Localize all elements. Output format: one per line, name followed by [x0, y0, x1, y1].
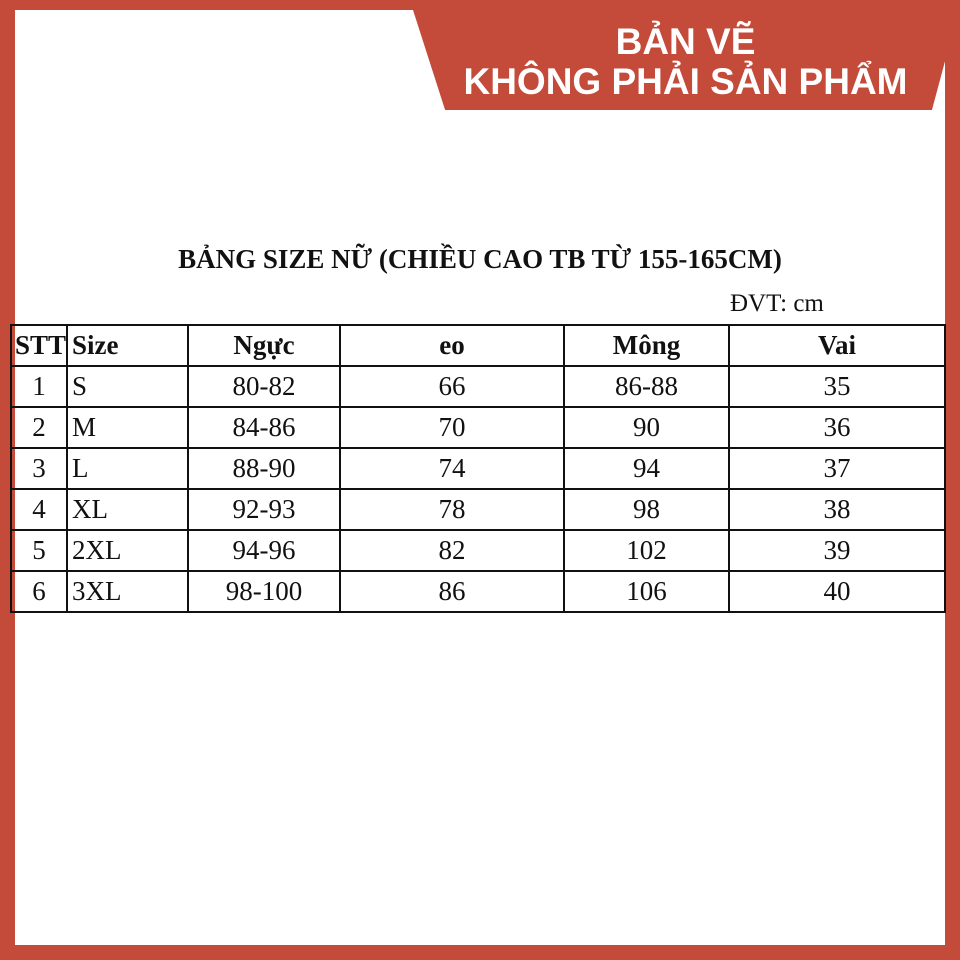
- cell-mong: 86-88: [563, 365, 730, 408]
- header-eo: eo: [339, 324, 565, 367]
- cell-nguc: 98-100: [187, 570, 341, 613]
- cell-mong: 102: [563, 529, 730, 572]
- table-row: 6 3XL 98-100 86 106 40: [10, 570, 946, 613]
- banner-line-2: KHÔNG PHẢI SẢN PHẨM: [463, 61, 908, 102]
- table-row: 2 M 84-86 70 90 36: [10, 406, 946, 449]
- table-header-row: STT Size Ngực eo Mông Vai: [10, 324, 946, 367]
- table-row: 3 L 88-90 74 94 37: [10, 447, 946, 490]
- cell-nguc: 84-86: [187, 406, 341, 449]
- cell-vai: 37: [728, 447, 946, 490]
- cell-nguc: 88-90: [187, 447, 341, 490]
- cell-vai: 40: [728, 570, 946, 613]
- cell-stt: 1: [10, 365, 68, 408]
- cell-size: M: [66, 406, 189, 449]
- table-row: 1 S 80-82 66 86-88 35: [10, 365, 946, 408]
- cell-stt: 6: [10, 570, 68, 613]
- cell-vai: 36: [728, 406, 946, 449]
- cell-vai: 39: [728, 529, 946, 572]
- cell-nguc: 94-96: [187, 529, 341, 572]
- cell-stt: 3: [10, 447, 68, 490]
- cell-eo: 86: [339, 570, 565, 613]
- cell-eo: 66: [339, 365, 565, 408]
- size-table: STT Size Ngực eo Mông Vai 1 S 80-82 66 86-88…: [10, 324, 946, 613]
- header-nguc: Ngực: [187, 324, 341, 367]
- cell-size: 2XL: [66, 529, 189, 572]
- table-title: BẢNG SIZE NỮ (CHIỀU CAO TB TỪ 155-165CM): [178, 244, 782, 274]
- cell-vai: 35: [728, 365, 946, 408]
- cell-nguc: 92-93: [187, 488, 341, 531]
- table-row: 5 2XL 94-96 82 102 39: [10, 529, 946, 572]
- cell-size: S: [66, 365, 189, 408]
- banner-line-1: BẢN VẼ: [615, 21, 756, 62]
- cell-mong: 90: [563, 406, 730, 449]
- cell-stt: 4: [10, 488, 68, 531]
- cell-eo: 70: [339, 406, 565, 449]
- header-vai: Vai: [728, 324, 946, 367]
- unit-label: ĐVT: cm: [730, 290, 824, 317]
- cell-size: L: [66, 447, 189, 490]
- header-mong: Mông: [563, 324, 730, 367]
- header-size: Size: [66, 324, 189, 367]
- cell-nguc: 80-82: [187, 365, 341, 408]
- table-row: 4 XL 92-93 78 98 38: [10, 488, 946, 531]
- cell-eo: 78: [339, 488, 565, 531]
- cell-stt: 2: [10, 406, 68, 449]
- cell-stt: 5: [10, 529, 68, 572]
- cell-vai: 38: [728, 488, 946, 531]
- watermark-banner: BẢN VẼ KHÔNG PHẢI SẢN PHẨM: [413, 10, 948, 110]
- cell-mong: 98: [563, 488, 730, 531]
- cell-mong: 94: [563, 447, 730, 490]
- cell-size: 3XL: [66, 570, 189, 613]
- cell-mong: 106: [563, 570, 730, 613]
- header-stt: STT: [10, 324, 68, 367]
- cell-eo: 82: [339, 529, 565, 572]
- cell-eo: 74: [339, 447, 565, 490]
- cell-size: XL: [66, 488, 189, 531]
